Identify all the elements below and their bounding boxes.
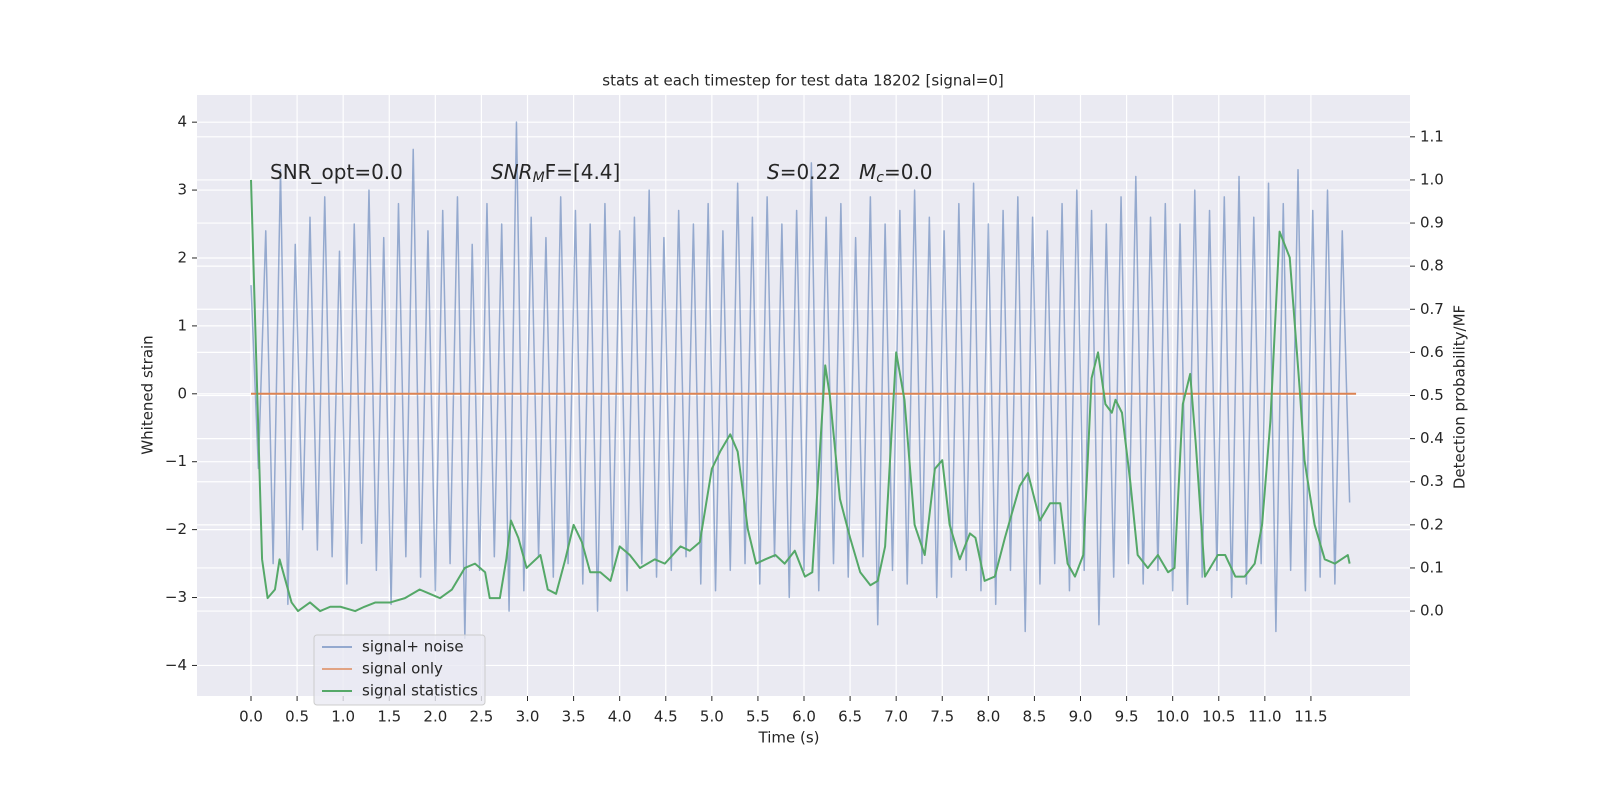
annotation-text: =0.22 [780, 160, 841, 184]
annotation-main: SNR [491, 160, 533, 184]
x-tick-label: 2.0 [423, 708, 447, 726]
x-tick-label: 6.0 [792, 708, 816, 726]
x-tick-label: 8.5 [1022, 708, 1046, 726]
y2-tick-label: 1.0 [1420, 170, 1444, 188]
x-tick-label: 3.5 [562, 708, 586, 726]
x-tick-label: 9.5 [1115, 708, 1139, 726]
y2-tick-label: 0.1 [1420, 558, 1444, 576]
x-tick-label: 4.0 [608, 708, 632, 726]
x-tick-label: 11.5 [1294, 708, 1327, 726]
y2-tick-label: 1.1 [1420, 127, 1444, 145]
x-tick-label: 10.0 [1156, 708, 1189, 726]
legend-label: signal statistics [362, 682, 478, 700]
y2-tick-label: 0.9 [1420, 214, 1444, 232]
x-tick-label: 10.5 [1202, 708, 1235, 726]
legend-label: signal only [362, 660, 443, 678]
y-axis-label: Whitened strain [139, 335, 157, 454]
annotation-text: SNR_opt=0.0 [270, 160, 403, 184]
x-tick-label: 1.5 [377, 708, 401, 726]
annotation-sub: M [533, 170, 545, 186]
x-tick-label: 5.5 [746, 708, 770, 726]
x-tick-label: 1.0 [331, 708, 355, 726]
x-tick-label: 5.0 [700, 708, 724, 726]
y-tick-label: 0 [177, 384, 187, 402]
x-tick-label: 9.0 [1069, 708, 1093, 726]
x-tick-label: 8.0 [976, 708, 1000, 726]
x-tick-label: 0.0 [239, 708, 263, 726]
y-tick-label: 1 [177, 316, 187, 334]
annotation: Mc=0.0 [859, 160, 933, 187]
legend-label: signal+ noise [362, 638, 464, 656]
y-tick-label: −2 [165, 520, 187, 538]
x-tick-label: 11.0 [1248, 708, 1281, 726]
y-tick-label: −1 [165, 452, 187, 470]
annotation-main: M [859, 160, 876, 184]
x-tick-label: 7.5 [930, 708, 954, 726]
x-tick-label: 4.5 [654, 708, 678, 726]
x-tick-label: 3.0 [516, 708, 540, 726]
y2-tick-label: 0.6 [1420, 343, 1444, 361]
annotation-sub: c [876, 170, 884, 186]
x-tick-label: 6.5 [838, 708, 862, 726]
y-tick-label: −4 [165, 656, 187, 674]
y2-tick-label: 0.8 [1420, 257, 1444, 275]
y2-tick-label: 0.0 [1420, 602, 1444, 620]
x-tick-label: 2.5 [469, 708, 493, 726]
y2-tick-label: 0.4 [1420, 429, 1444, 447]
chart-title: stats at each timestep for test data 182… [602, 72, 1003, 90]
y-tick-label: 3 [177, 181, 187, 199]
annotation: S=0.22 [767, 160, 841, 184]
y-tick-label: 4 [177, 113, 187, 131]
legend-box [313, 634, 486, 706]
y-tick-label: −3 [165, 588, 187, 606]
annotation: SNRMF=[4.4] [491, 160, 620, 187]
annotation-text: =0.0 [884, 160, 933, 184]
annotation-main: S [767, 160, 780, 184]
y2-tick-label: 0.7 [1420, 300, 1444, 318]
x-tick-label: 0.5 [285, 708, 309, 726]
x-axis-label: Time (s) [758, 729, 820, 747]
y-tick-label: 2 [177, 248, 187, 266]
annotation: SNR_opt=0.0 [270, 160, 403, 184]
annotation-text: F=[4.4] [545, 160, 621, 184]
series-line [250, 179, 1351, 613]
y2-tick-label: 0.3 [1420, 472, 1444, 490]
x-tick-label: 7.0 [884, 708, 908, 726]
y2-tick-label: 0.2 [1420, 515, 1444, 533]
series-line [250, 121, 1351, 640]
y2-axis-label: Detection probability/MF [1451, 305, 1469, 489]
y2-tick-label: 0.5 [1420, 386, 1444, 404]
